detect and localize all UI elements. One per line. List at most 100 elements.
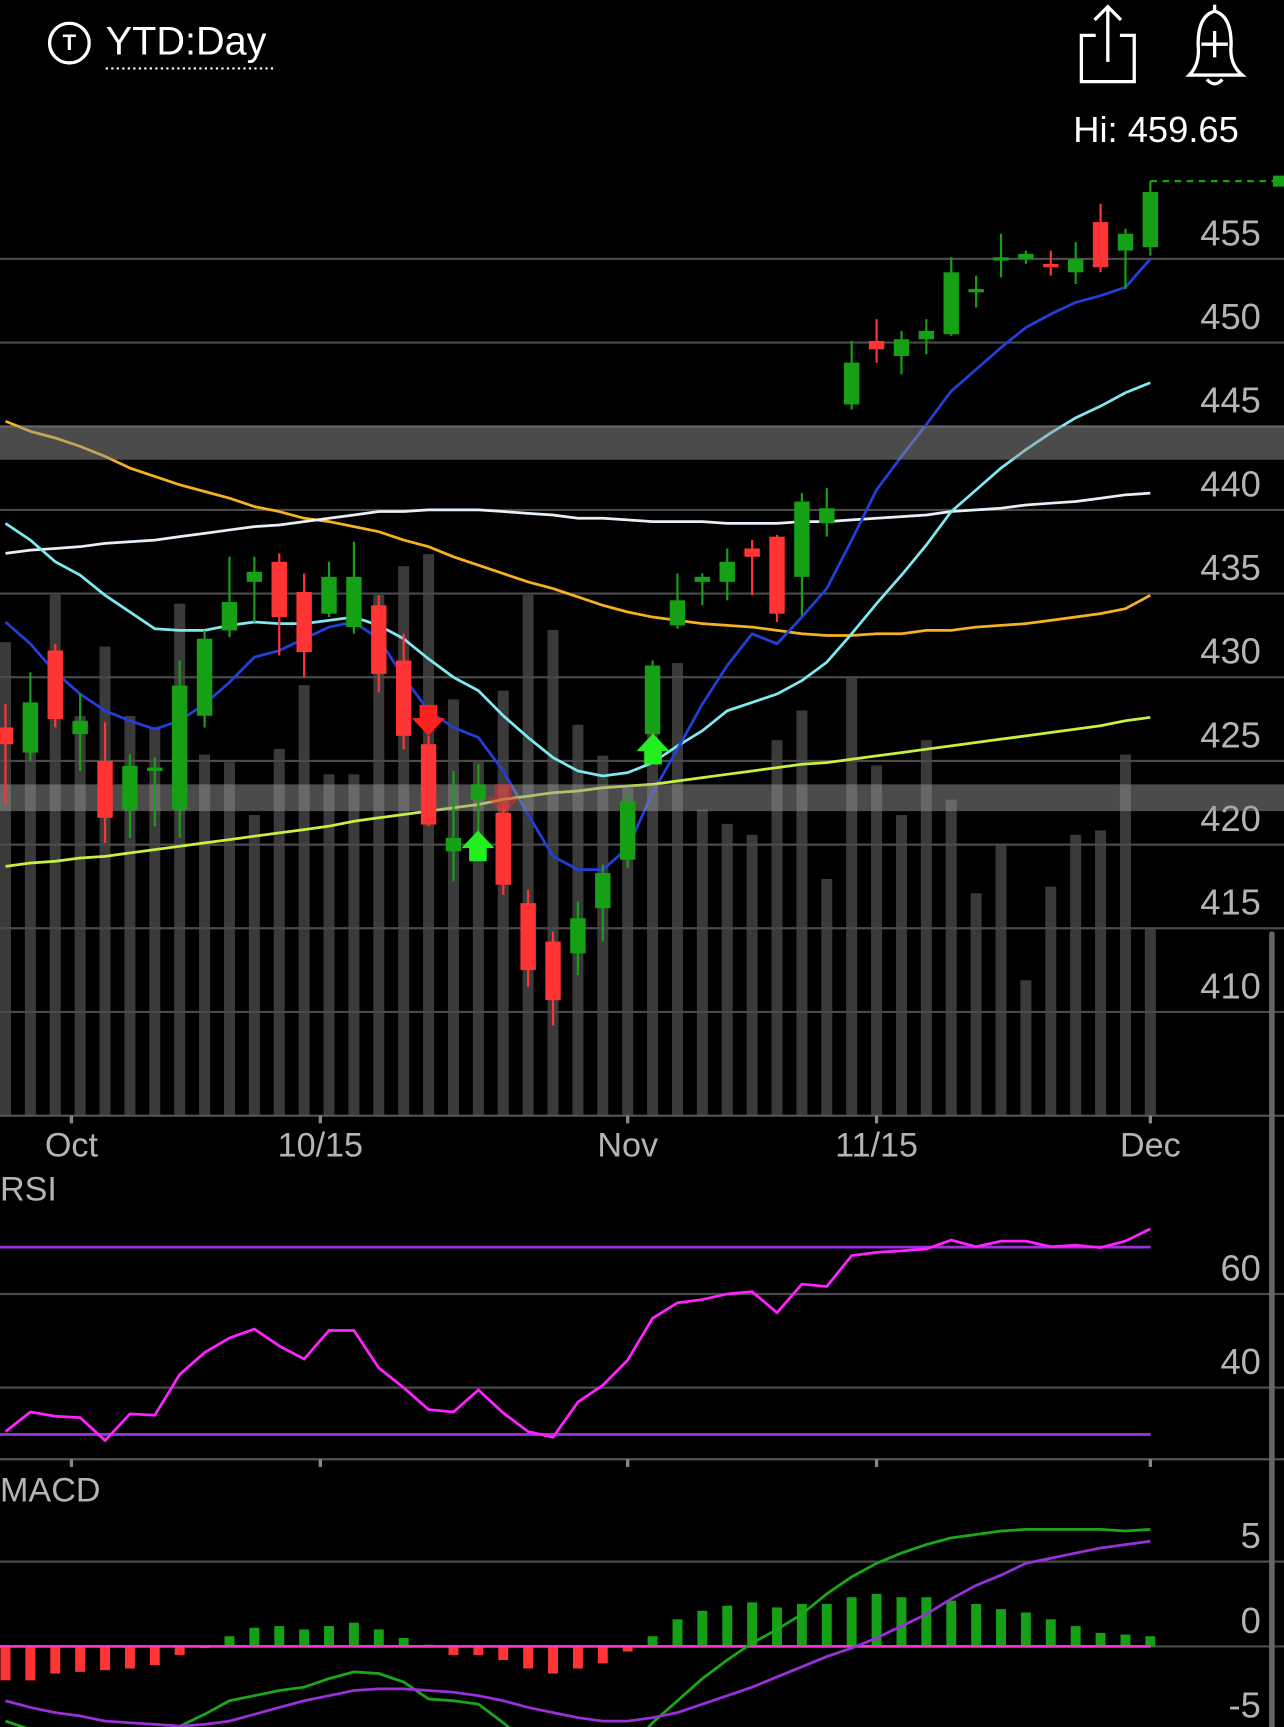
candle-body — [196, 638, 213, 716]
volume-bar — [1095, 830, 1107, 1116]
y-tick-label: 435 — [1200, 547, 1261, 588]
x-tick-label: Nov — [597, 1127, 658, 1165]
volume-bar — [1045, 886, 1057, 1116]
candle-body — [619, 801, 636, 860]
sell-arrow — [411, 704, 445, 736]
share-button[interactable] — [1079, 4, 1136, 84]
volume-bar — [248, 815, 260, 1116]
candle-body — [794, 501, 810, 577]
histogram-bar — [0, 1646, 11, 1681]
candle-body — [918, 330, 935, 340]
x-tick-label: 10/15 — [278, 1127, 363, 1165]
y-tick-label: 440 — [1200, 463, 1261, 504]
signal-arrows — [411, 704, 670, 862]
volume-bar — [124, 715, 136, 1116]
histogram-bar — [473, 1646, 484, 1655]
volume-bar — [174, 603, 186, 1116]
candle-body — [495, 812, 511, 885]
histogram-bar — [100, 1646, 110, 1671]
candle-body — [420, 744, 437, 825]
histogram-bar — [597, 1646, 608, 1664]
y-tick-label: 60 — [1220, 1247, 1260, 1288]
histogram-bar — [1045, 1619, 1056, 1647]
candle-body — [0, 727, 14, 745]
histogram-bar — [921, 1597, 932, 1647]
candle-body — [1018, 253, 1034, 259]
candle-body — [221, 601, 238, 631]
histogram-bar — [373, 1629, 384, 1647]
histogram-bar — [946, 1600, 957, 1647]
candle-body — [122, 765, 138, 810]
symbol-selector[interactable]: T YTD:Day — [47, 20, 274, 70]
histogram-bar — [448, 1646, 459, 1655]
candle-body — [570, 918, 586, 954]
candle-body — [595, 873, 611, 909]
histogram-bar — [174, 1646, 185, 1655]
volume-bar — [1070, 834, 1082, 1116]
histogram-bar — [124, 1646, 135, 1669]
candle-body — [1117, 233, 1134, 251]
histogram-bar — [772, 1607, 782, 1647]
candle-body — [819, 508, 835, 524]
volume-bar — [746, 834, 758, 1116]
moving-average — [4, 258, 1152, 872]
moving-average — [4, 381, 1151, 778]
y-tick-label: 40 — [1220, 1341, 1260, 1382]
volume-bar — [846, 678, 858, 1116]
candle-body — [1067, 258, 1084, 273]
buy-arrow — [461, 830, 495, 862]
candle-body — [445, 837, 462, 852]
histogram-bar — [622, 1646, 633, 1652]
volume-bar — [547, 630, 559, 1116]
alert-button[interactable] — [1185, 4, 1247, 86]
volume-bar — [298, 685, 310, 1116]
macd-line — [5, 1539, 1151, 1727]
candle-body — [470, 784, 487, 800]
histogram-bar — [896, 1597, 907, 1647]
volume-bar — [1020, 980, 1032, 1116]
histogram-bar — [971, 1604, 982, 1647]
volume-bar — [497, 690, 509, 1116]
histogram-bar — [1020, 1612, 1031, 1647]
histogram-bar — [697, 1610, 708, 1647]
volume-bar — [348, 774, 360, 1116]
macd-line — [5, 1528, 1151, 1727]
price-zone — [0, 426, 1284, 460]
x-tick-label: Oct — [45, 1127, 99, 1165]
moving-average — [5, 491, 1151, 555]
volume-bar — [472, 759, 484, 1116]
candle-body — [943, 272, 959, 335]
candle-body — [694, 576, 711, 582]
candle-body — [744, 548, 760, 557]
y-tick-label: 445 — [1200, 380, 1261, 421]
histogram-bar — [348, 1622, 359, 1647]
histogram-bar — [274, 1626, 285, 1647]
volume-bar — [447, 699, 459, 1116]
volume-bar — [671, 663, 683, 1116]
volume-bar — [945, 799, 957, 1116]
histogram-bar — [25, 1646, 36, 1681]
symbol-icon — [47, 21, 91, 65]
histogram-bar — [398, 1637, 409, 1647]
histogram-bar — [1095, 1632, 1106, 1647]
y-tick-label: -5 — [1229, 1685, 1261, 1726]
volume-bar — [796, 710, 808, 1116]
histogram-bar — [149, 1646, 160, 1666]
volume-bar — [423, 554, 435, 1116]
timeframe-title[interactable]: YTD:Day — [106, 20, 267, 64]
histogram-bar — [722, 1605, 733, 1647]
buy-arrow — [636, 733, 670, 765]
histogram-bar — [299, 1629, 310, 1647]
candle-body — [296, 591, 312, 653]
histogram-bar — [672, 1619, 683, 1647]
histogram-bar — [871, 1593, 882, 1647]
price-zone — [0, 784, 1284, 812]
volume-bar — [1144, 928, 1156, 1116]
candle-body — [22, 702, 39, 753]
y-tick-label: 450 — [1200, 296, 1261, 337]
candle-body — [1092, 222, 1109, 268]
histogram-bar — [324, 1626, 334, 1647]
histogram-bar — [1070, 1626, 1081, 1647]
candle-body — [769, 536, 785, 614]
bell-plus — [1201, 4, 1228, 86]
